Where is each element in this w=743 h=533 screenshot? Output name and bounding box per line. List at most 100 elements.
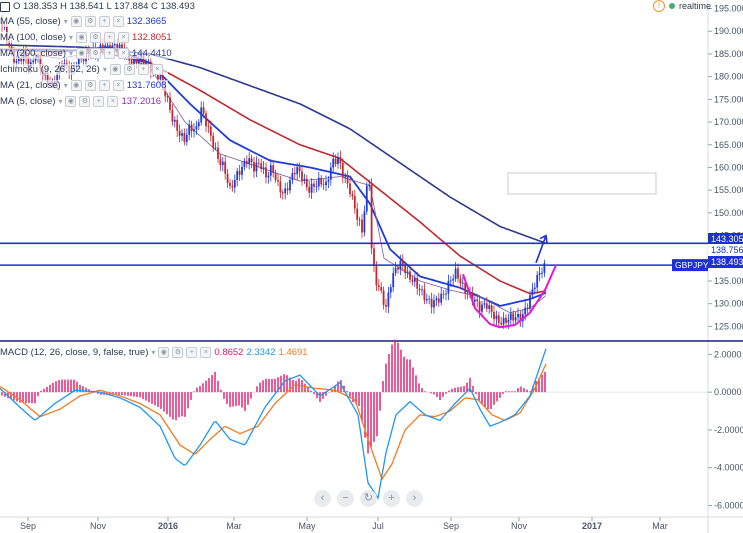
price-tick-label: 135.000 bbox=[714, 276, 743, 286]
candle-body bbox=[272, 165, 275, 174]
scroll-right-button[interactable]: › bbox=[406, 490, 423, 507]
candle-body bbox=[325, 181, 327, 186]
settings-icon[interactable]: ⚙ bbox=[172, 347, 184, 358]
settings-icon[interactable]: ⚙ bbox=[90, 48, 102, 59]
candle-body bbox=[440, 293, 443, 303]
settings-icon[interactable]: ⚙ bbox=[123, 64, 135, 75]
candle-body bbox=[437, 298, 440, 303]
close-icon[interactable]: × bbox=[107, 96, 119, 107]
price-badge-label: 143.305 bbox=[711, 234, 743, 244]
macd-tick-label: -6.0000 bbox=[714, 501, 743, 511]
eye-icon[interactable]: ◉ bbox=[76, 32, 88, 43]
candle-body bbox=[404, 265, 407, 274]
candle-body bbox=[255, 162, 258, 172]
candle-body bbox=[428, 298, 431, 300]
eye-icon[interactable]: ◉ bbox=[158, 347, 170, 358]
eye-icon[interactable]: ◉ bbox=[65, 96, 77, 107]
settings-icon[interactable]: ⚙ bbox=[79, 96, 91, 107]
candle-body bbox=[344, 176, 347, 178]
candle-body bbox=[147, 61, 150, 63]
add-icon[interactable]: + bbox=[104, 48, 116, 59]
add-icon[interactable]: + bbox=[186, 347, 198, 358]
add-icon[interactable]: + bbox=[137, 64, 149, 75]
chevron-down-icon[interactable]: ▾ bbox=[69, 33, 74, 42]
eye-icon[interactable]: ◉ bbox=[70, 16, 82, 27]
candle-body bbox=[421, 289, 423, 291]
candle-body bbox=[536, 274, 539, 288]
eye-icon[interactable]: ◉ bbox=[70, 80, 82, 91]
indicator-legend-row: MA (200, close) ▾ ◉ ⚙ + × 144.4410 bbox=[0, 48, 174, 59]
add-icon[interactable]: + bbox=[93, 96, 105, 107]
chevron-down-icon[interactable]: ▾ bbox=[63, 17, 68, 26]
candle-body bbox=[416, 278, 419, 289]
indicator-legend-row: MA (55, close) ▾ ◉ ⚙ + × 132.3665 bbox=[0, 16, 169, 27]
price-badge bbox=[708, 233, 743, 245]
candle-body bbox=[457, 268, 459, 279]
eye-icon[interactable]: ◉ bbox=[109, 64, 121, 75]
indicator-value: 137.2016 bbox=[121, 96, 162, 107]
zoom-in-button[interactable]: + bbox=[383, 490, 400, 507]
candle-body bbox=[238, 171, 241, 175]
indicator-legend-row: Ichimoku (9, 26, 52, 26) ▾ ◉ ⚙ + × bbox=[0, 64, 168, 75]
candle-body bbox=[310, 183, 313, 193]
candle-body bbox=[233, 179, 236, 188]
candle-body bbox=[17, 57, 20, 62]
settings-icon[interactable]: ⚙ bbox=[90, 32, 102, 43]
indicator-label: MA (21, close) bbox=[0, 80, 61, 91]
time-tick-label: Nov bbox=[90, 521, 107, 531]
scroll-left-button[interactable]: ‹ bbox=[314, 490, 331, 507]
candle-body bbox=[466, 293, 469, 295]
add-icon[interactable]: + bbox=[104, 32, 116, 43]
candle-body bbox=[322, 184, 325, 186]
macd-label: MACD (12, 26, close, 9, false, true) bbox=[0, 347, 149, 358]
candle-body bbox=[113, 44, 116, 46]
close-icon[interactable]: × bbox=[200, 347, 212, 358]
candle-body bbox=[447, 280, 450, 294]
candle-body bbox=[493, 311, 495, 320]
close-icon[interactable]: × bbox=[112, 80, 124, 91]
chevron-down-icon[interactable]: ▾ bbox=[151, 348, 156, 357]
price-tick-label: 190.000 bbox=[714, 26, 743, 36]
candle-body bbox=[430, 298, 433, 308]
settings-icon[interactable]: ⚙ bbox=[84, 16, 96, 27]
candle-body bbox=[327, 179, 330, 182]
symbol-badge-label: GBPJPY bbox=[675, 260, 709, 270]
candle-body bbox=[243, 160, 246, 167]
candle-body bbox=[445, 293, 447, 295]
candle-body bbox=[303, 178, 306, 181]
macd-signal-value: 1.4691 bbox=[278, 347, 308, 358]
close-icon[interactable]: × bbox=[151, 64, 163, 75]
time-tick-label: Jul bbox=[372, 521, 384, 531]
eye-icon[interactable]: ◉ bbox=[76, 48, 88, 59]
add-icon[interactable]: + bbox=[98, 16, 110, 27]
candle-body bbox=[459, 278, 462, 284]
close-icon[interactable]: × bbox=[118, 32, 130, 43]
candle-body bbox=[262, 167, 265, 170]
chevron-down-icon[interactable]: ▾ bbox=[63, 81, 68, 90]
time-tick-label: Sep bbox=[20, 521, 36, 531]
reset-button[interactable]: ↻ bbox=[360, 490, 377, 507]
candle-body bbox=[315, 186, 318, 188]
candle-body bbox=[433, 300, 435, 308]
price-tick-label: 175.000 bbox=[714, 94, 743, 104]
candle-body bbox=[197, 122, 200, 127]
candle-body bbox=[56, 73, 59, 83]
candle-body bbox=[435, 298, 438, 301]
chevron-down-icon[interactable]: ▾ bbox=[69, 49, 74, 58]
settings-icon[interactable]: ⚙ bbox=[84, 80, 96, 91]
candle-body bbox=[118, 44, 121, 50]
zoom-out-button[interactable]: − bbox=[337, 490, 354, 507]
candle-body bbox=[394, 267, 397, 274]
price-badge bbox=[708, 244, 743, 256]
chevron-down-icon[interactable]: ▾ bbox=[102, 65, 107, 74]
close-icon[interactable]: × bbox=[118, 48, 130, 59]
indicator-value: 144.4410 bbox=[132, 48, 172, 59]
close-icon[interactable]: × bbox=[112, 16, 124, 27]
candle-body bbox=[193, 129, 195, 132]
alert-icon[interactable]: ! bbox=[652, 0, 665, 12]
candle-body bbox=[497, 315, 500, 323]
price-tick-label: 155.000 bbox=[714, 185, 743, 195]
candle-body bbox=[279, 181, 282, 193]
add-icon[interactable]: + bbox=[98, 80, 110, 91]
chevron-down-icon[interactable]: ▾ bbox=[58, 97, 63, 106]
